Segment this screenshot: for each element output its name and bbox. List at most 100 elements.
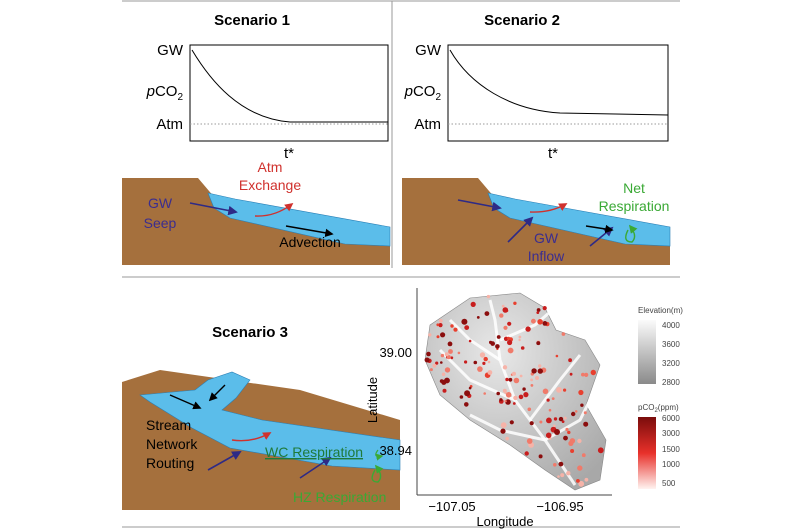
- sample-point: [542, 321, 548, 326]
- y-tick-label: 39.00: [379, 345, 412, 360]
- sample-point: [530, 378, 533, 382]
- arrow: [507, 216, 534, 243]
- x-tick-label: −106.95: [536, 499, 583, 514]
- sample-point: [527, 407, 532, 412]
- sample-point: [553, 424, 556, 428]
- y-label-prefix: p: [404, 83, 413, 100]
- sample-point: [530, 384, 534, 387]
- sample-point: [558, 461, 564, 467]
- label: HZ Respiration: [293, 489, 386, 505]
- sample-point: [444, 352, 449, 357]
- stream: [207, 192, 391, 247]
- sample-point: [504, 400, 507, 403]
- legend-title-sub: 2: [654, 408, 658, 414]
- sample-point: [518, 338, 521, 342]
- sample-point: [499, 398, 503, 402]
- sample-point: [576, 479, 580, 483]
- sample-point: [457, 351, 461, 355]
- scenario-1: Scenario 1 GW pCO2 Atm t* Atm Exchange G…: [122, 12, 391, 265]
- sample-point: [502, 388, 507, 393]
- sample-point: [450, 356, 454, 360]
- sample-point: [507, 321, 512, 326]
- sample-point: [464, 325, 470, 330]
- sample-point: [512, 371, 516, 376]
- label: WC Respiration: [265, 444, 363, 460]
- sample-point: [569, 372, 573, 376]
- arrow: [529, 203, 568, 213]
- sample-point: [557, 475, 560, 478]
- sample-point: [545, 432, 552, 439]
- sample-point: [436, 323, 440, 327]
- sample-point: [506, 336, 511, 340]
- sample-point: [529, 421, 534, 426]
- sample-point: [501, 304, 505, 308]
- legend-tick: 4000: [662, 321, 680, 330]
- y-label-main: CO: [155, 83, 178, 100]
- x-axis-title: Longitude: [476, 514, 533, 529]
- arrow: [207, 451, 242, 471]
- plot-box: [447, 44, 669, 142]
- sample-point: [453, 327, 458, 332]
- arrow: [625, 224, 638, 243]
- sample-point: [583, 421, 589, 427]
- pco2-points: [424, 294, 604, 487]
- sample-point: [524, 451, 529, 456]
- sample-point: [535, 376, 539, 380]
- sample-point: [444, 367, 451, 373]
- sample-point: [464, 390, 471, 397]
- y-label-sub: 2: [435, 92, 441, 103]
- y-label-main: CO: [413, 83, 436, 100]
- sample-point: [551, 397, 555, 400]
- legend-tick: 3000: [662, 429, 680, 438]
- sample-point: [500, 428, 506, 434]
- sample-point: [578, 389, 584, 396]
- sample-point: [537, 319, 543, 325]
- sample-point: [505, 377, 509, 382]
- y-label-sub: 2: [177, 92, 183, 103]
- sample-point: [477, 366, 483, 372]
- sample-point: [509, 420, 514, 425]
- sample-point: [536, 311, 540, 314]
- sample-point: [513, 395, 518, 401]
- sample-point: [464, 402, 469, 407]
- y-axis-title: Latitude: [365, 377, 380, 423]
- sample-point: [483, 356, 488, 362]
- legend-title-unit: (ppm): [658, 403, 679, 412]
- arrow: [189, 202, 238, 216]
- sample-point: [505, 436, 510, 441]
- sample-point: [450, 324, 454, 328]
- sample-point: [577, 438, 582, 444]
- scenario-3: Scenario 3 Stream Network Routing WC Res…: [122, 324, 401, 510]
- sample-point: [496, 335, 501, 339]
- sample-point: [507, 339, 513, 346]
- sample-point: [502, 365, 508, 370]
- elevation-colorbar: [638, 320, 656, 384]
- sample-point: [513, 301, 517, 305]
- panel-title: Scenario 1: [214, 12, 290, 29]
- sample-point: [590, 369, 596, 376]
- sample-point: [487, 360, 491, 364]
- sample-point: [583, 411, 587, 415]
- sample-point: [448, 349, 453, 354]
- sample-point: [441, 372, 446, 377]
- sample-point: [565, 427, 569, 432]
- sample-point: [563, 416, 567, 420]
- sample-point: [548, 408, 552, 412]
- sample-point: [563, 435, 568, 441]
- sample-point: [522, 387, 526, 391]
- arrow: [457, 199, 502, 212]
- sample-point: [519, 374, 523, 378]
- sample-point: [525, 326, 531, 332]
- sample-point: [538, 454, 543, 459]
- sample-point: [520, 346, 525, 350]
- label: Net: [623, 180, 645, 196]
- sample-point: [574, 410, 578, 413]
- sample-point: [568, 440, 574, 446]
- legend-tick: 3600: [662, 340, 680, 349]
- sample-point: [438, 319, 443, 323]
- sample-point: [513, 377, 520, 384]
- label: Seep: [144, 215, 177, 231]
- label: Exchange: [239, 177, 301, 193]
- arrow: [231, 432, 272, 442]
